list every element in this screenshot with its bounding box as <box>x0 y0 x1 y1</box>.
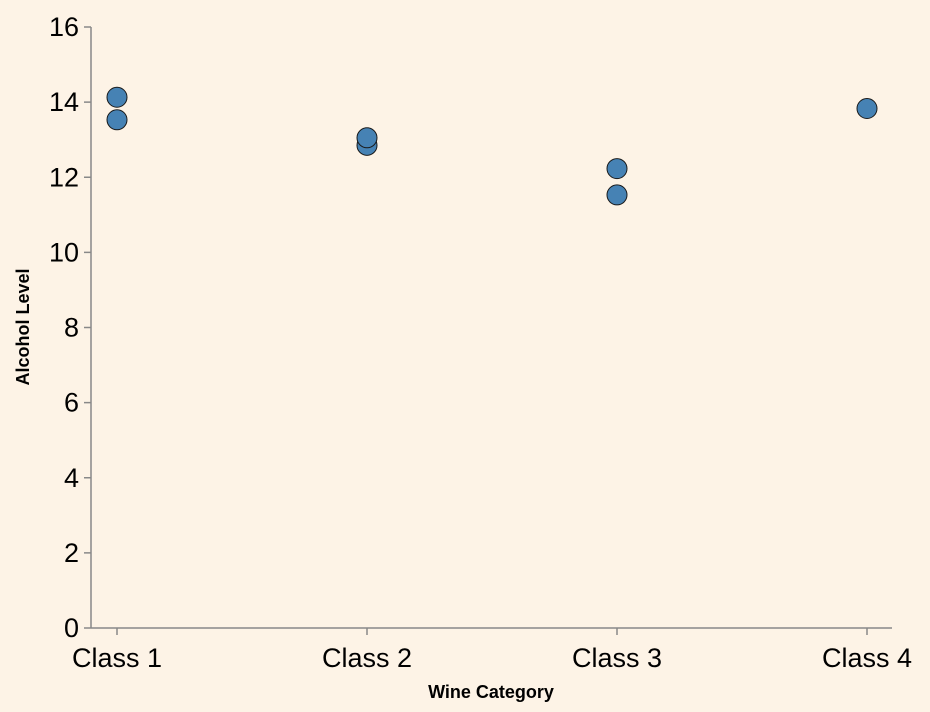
y-axis: 0 2 4 6 8 10 12 14 16 <box>49 12 92 643</box>
x-axis-title: Wine Category <box>428 682 554 702</box>
y-axis-title: Alcohol Level <box>13 268 33 385</box>
data-point <box>106 109 128 131</box>
data-point <box>606 184 628 206</box>
y-tick-label: 2 <box>64 538 79 568</box>
y-tick-label: 14 <box>49 87 79 117</box>
data-point <box>606 158 628 180</box>
x-tick-label: Class 3 <box>572 643 662 673</box>
x-tick-label: Class 1 <box>72 643 162 673</box>
x-axis: Class 1 Class 2 Class 3 Class 4 <box>72 627 912 673</box>
y-tick-label: 16 <box>49 12 79 42</box>
y-tick-label: 8 <box>64 313 79 343</box>
data-points <box>106 86 878 206</box>
y-tick-label: 12 <box>49 162 79 192</box>
data-point <box>856 98 878 120</box>
y-tick-label: 10 <box>49 237 79 267</box>
data-point <box>356 127 378 149</box>
y-tick-label: 6 <box>64 388 79 418</box>
data-point <box>106 86 128 108</box>
y-tick-label: 4 <box>64 463 79 493</box>
x-tick-label: Class 4 <box>822 643 912 673</box>
x-tick-label: Class 2 <box>322 643 412 673</box>
y-tick-label: 0 <box>64 613 79 643</box>
